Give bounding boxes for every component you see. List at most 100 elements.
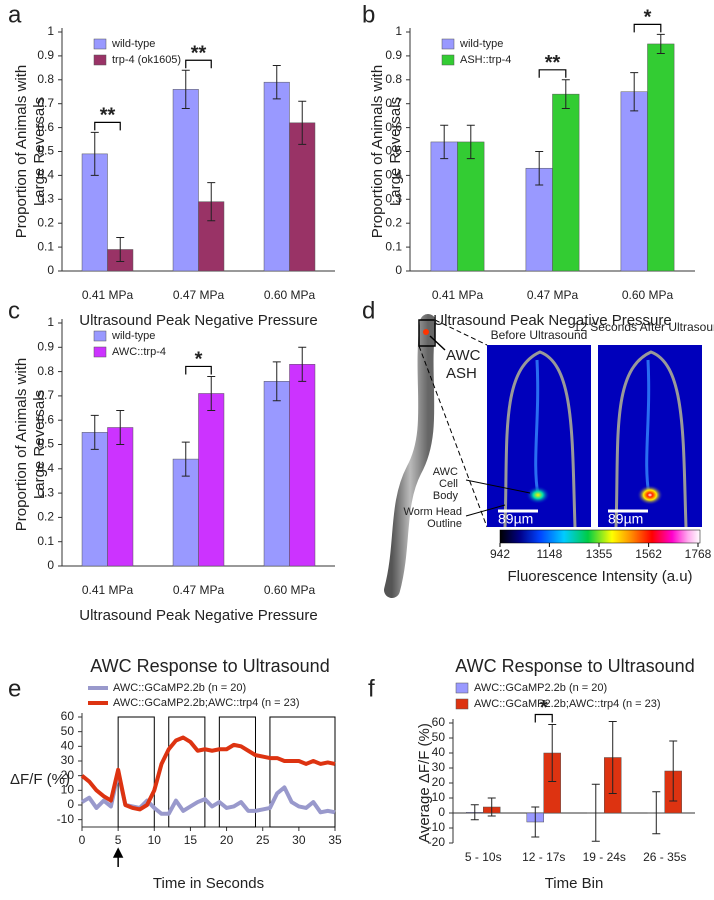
- y-tick-label: 0.9: [385, 48, 402, 62]
- y-tick-label: 0.4: [37, 461, 54, 475]
- significance-bracket: [185, 365, 212, 375]
- neuron-label: ASH: [446, 365, 477, 382]
- x-tick-label: 35: [328, 833, 342, 847]
- significance-label: *: [540, 697, 548, 719]
- line: [80, 735, 336, 812]
- panel-label: e: [8, 675, 21, 702]
- x-tick-label: 0.60 MPa: [264, 583, 316, 597]
- y-tick-label: 50: [61, 724, 75, 738]
- y-tick-label: 0.7: [385, 96, 402, 110]
- x-tick-label: 25: [256, 833, 270, 847]
- colorbar-label: Fluorescence Intensity (a.u): [507, 568, 692, 585]
- y-tick-label: 0.4: [385, 168, 402, 182]
- significance-bracket: [534, 713, 553, 723]
- colorbar-tick-label: 1562: [635, 547, 662, 561]
- y-tick-label: 0.2: [37, 215, 54, 229]
- legend-swatch: [93, 54, 107, 66]
- significance-label: *: [644, 7, 652, 29]
- error-bar: [669, 740, 678, 802]
- y-axis-label: Proportion of Animals with: [13, 65, 30, 238]
- y-tick-label: 0.1: [385, 239, 402, 253]
- error-bar: [656, 33, 665, 55]
- y-tick-label: 60: [432, 715, 446, 729]
- error-bar: [548, 724, 557, 782]
- error-bar: [116, 409, 125, 445]
- bar: [198, 393, 225, 567]
- error-bar: [470, 804, 479, 821]
- y-tick-label: 30: [61, 753, 75, 767]
- error-bar: [591, 783, 600, 842]
- significance-label: **: [545, 52, 561, 74]
- y-tick-label: 1: [47, 315, 54, 329]
- y-tick-label: 0.9: [37, 339, 54, 353]
- x-tick-label: 0: [79, 833, 86, 847]
- bar: [552, 93, 580, 272]
- error-bar: [272, 361, 281, 402]
- legend-label: AWC::GCaMP2.2b (n = 20): [474, 682, 607, 694]
- y-tick-label: 0.8: [37, 72, 54, 86]
- y-axis-label: Large Reversals: [31, 97, 48, 206]
- y-tick-label: -10: [428, 820, 446, 834]
- bar: [289, 364, 316, 567]
- y-tick-label: 20: [61, 768, 75, 782]
- bar: [81, 432, 108, 567]
- y-tick-label: 0.8: [37, 364, 54, 378]
- y-tick-label: 0.3: [37, 191, 54, 205]
- x-tick-label: 26 - 35s: [643, 850, 686, 864]
- y-tick-label: 0.5: [37, 144, 54, 158]
- bar: [457, 141, 485, 272]
- x-axis-label: Ultrasound Peak Negative Pressure: [79, 607, 317, 624]
- y-tick-label: 0.6: [37, 120, 54, 134]
- y-tick-label: 0.5: [385, 144, 402, 158]
- x-tick-label: 12 - 17s: [522, 850, 565, 864]
- bar: [263, 81, 290, 272]
- y-axis-label: Average ΔF/F (%): [416, 723, 433, 843]
- y-tick-label: 50: [432, 730, 446, 744]
- legend-swatch: [455, 682, 469, 694]
- y-axis-label: ΔF/F (%): [10, 771, 70, 788]
- y-tick-label: 0.9: [37, 48, 54, 62]
- panel-label: d: [362, 297, 375, 324]
- error-bar: [207, 182, 216, 222]
- bar: [620, 91, 648, 272]
- y-tick-label: 1: [395, 24, 402, 38]
- legend-swatch: [441, 54, 455, 66]
- significance-bracket: [185, 59, 212, 69]
- x-tick-label: 0.60 MPa: [264, 288, 316, 302]
- significance-label: **: [191, 43, 207, 65]
- y-tick-label: 0.3: [385, 191, 402, 205]
- error-bar: [531, 806, 540, 838]
- y-tick-label: 0.7: [37, 388, 54, 402]
- significance-bracket: [94, 121, 121, 131]
- fluorescence-images: [465, 345, 702, 544]
- x-axis-label: Ultrasound Peak Negative Pressure: [433, 312, 671, 329]
- legend-swatch: [93, 38, 107, 50]
- legend-label: AWC::trp-4: [112, 346, 166, 358]
- error-bar: [466, 124, 475, 160]
- scale-bar-label: 89µm: [608, 511, 643, 527]
- callout-label: AWC: [433, 466, 458, 478]
- error-bar: [630, 72, 639, 112]
- y-tick-label: 0.6: [385, 120, 402, 134]
- y-tick-label: 0.2: [385, 215, 402, 229]
- x-tick-label: 0.47 MPa: [173, 288, 225, 302]
- y-tick-label: 0.2: [37, 510, 54, 524]
- x-tick-label: 19 - 24s: [583, 850, 626, 864]
- colorbar-tick-label: 1355: [586, 547, 613, 561]
- y-axis-label: Large Reversals: [387, 97, 404, 206]
- panel-label: b: [362, 1, 375, 28]
- x-tick-label: 15: [184, 833, 198, 847]
- error-bar: [652, 791, 661, 835]
- legend-label: AWC::GCaMP2.2b;AWC::trp4 (n = 23): [474, 698, 661, 710]
- legend-swatch: [455, 698, 469, 710]
- legend-swatch: [441, 38, 455, 50]
- x-axis-label: Time in Seconds: [153, 875, 264, 892]
- neuron-label: AWC: [446, 347, 481, 364]
- y-tick-label: 0: [47, 558, 54, 572]
- significance-label: **: [100, 105, 116, 127]
- y-tick-label: 0.1: [37, 239, 54, 253]
- error-bar: [440, 124, 449, 160]
- error-bar: [272, 64, 281, 100]
- bar: [647, 43, 675, 272]
- worm-image: [384, 314, 488, 598]
